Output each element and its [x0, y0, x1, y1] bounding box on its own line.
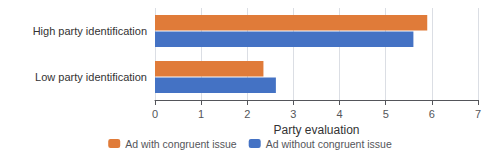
- svg-text:2: 2: [244, 108, 250, 120]
- svg-text:Ad with congruent issue: Ad with congruent issue: [125, 138, 237, 150]
- svg-text:High party identification: High party identification: [33, 25, 147, 37]
- svg-text:4: 4: [337, 108, 343, 120]
- svg-text:1: 1: [198, 108, 204, 120]
- svg-text:5: 5: [383, 108, 389, 120]
- svg-text:3: 3: [290, 108, 296, 120]
- svg-text:6: 6: [429, 108, 435, 120]
- svg-text:Party evaluation: Party evaluation: [273, 123, 359, 137]
- svg-text:0: 0: [152, 108, 158, 120]
- svg-text:Low party identification: Low party identification: [35, 71, 147, 83]
- svg-text:7: 7: [475, 108, 481, 120]
- svg-text:Ad without congruent issue: Ad without congruent issue: [266, 138, 392, 150]
